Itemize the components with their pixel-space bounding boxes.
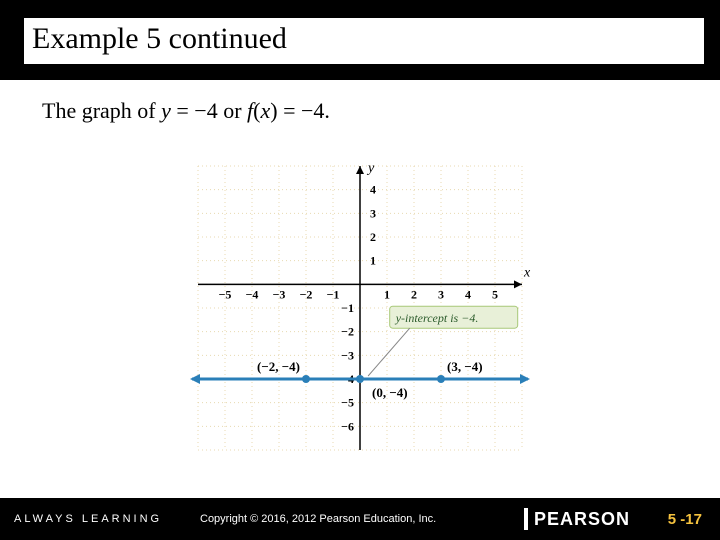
desc-y: y bbox=[161, 98, 171, 123]
svg-text:4: 4 bbox=[465, 287, 471, 301]
copyright-text: Copyright © 2016, 2012 Pearson Education… bbox=[200, 513, 436, 525]
svg-text:−2: −2 bbox=[300, 287, 313, 301]
svg-text:−3: −3 bbox=[273, 287, 286, 301]
svg-text:3: 3 bbox=[438, 287, 444, 301]
pearson-brand-text: PEARSON bbox=[534, 509, 630, 530]
footer-bar: ALWAYS LEARNING Copyright © 2016, 2012 P… bbox=[0, 498, 720, 540]
svg-text:−5: −5 bbox=[219, 287, 232, 301]
desc-prefix: The graph of bbox=[42, 98, 161, 123]
graph-chart: xy−5−4−3−2−1123451234−1−2−3−4−5−6y-inter… bbox=[180, 148, 540, 468]
svg-text:−5: −5 bbox=[341, 396, 354, 410]
svg-text:y-intercept is −4.: y-intercept is −4. bbox=[395, 311, 479, 325]
always-learning-text: ALWAYS LEARNING bbox=[14, 513, 162, 525]
svg-text:−3: −3 bbox=[341, 348, 354, 362]
svg-text:5: 5 bbox=[492, 287, 498, 301]
svg-text:4: 4 bbox=[370, 183, 376, 197]
svg-text:−4: −4 bbox=[246, 287, 259, 301]
svg-text:−2: −2 bbox=[341, 325, 354, 339]
svg-text:2: 2 bbox=[411, 287, 417, 301]
page-number: 5 -17 bbox=[668, 511, 702, 528]
svg-text:1: 1 bbox=[370, 254, 376, 268]
svg-text:3: 3 bbox=[370, 206, 376, 220]
svg-text:y: y bbox=[366, 161, 375, 176]
desc-rest2: = −4. bbox=[278, 98, 330, 123]
desc-rest1: = −4 or bbox=[171, 98, 247, 123]
pearson-bar-icon bbox=[524, 508, 528, 530]
svg-text:−1: −1 bbox=[341, 301, 354, 315]
svg-text:−6: −6 bbox=[341, 419, 354, 433]
header-bar: Example 5 continued bbox=[0, 0, 720, 80]
svg-text:2: 2 bbox=[370, 230, 376, 244]
svg-text:x: x bbox=[523, 265, 531, 280]
svg-text:1: 1 bbox=[384, 287, 390, 301]
svg-text:(0, −4): (0, −4) bbox=[372, 385, 408, 400]
description-text: The graph of y = −4 or f(x) = −4. bbox=[42, 98, 330, 124]
slide-title: Example 5 continued bbox=[24, 18, 704, 64]
svg-text:−1: −1 bbox=[327, 287, 340, 301]
desc-pc: ) bbox=[270, 98, 277, 123]
desc-x: x bbox=[260, 98, 270, 123]
svg-text:(−2, −4): (−2, −4) bbox=[257, 359, 300, 374]
pearson-logo: PEARSON bbox=[524, 508, 630, 530]
svg-text:(3, −4): (3, −4) bbox=[447, 359, 483, 374]
